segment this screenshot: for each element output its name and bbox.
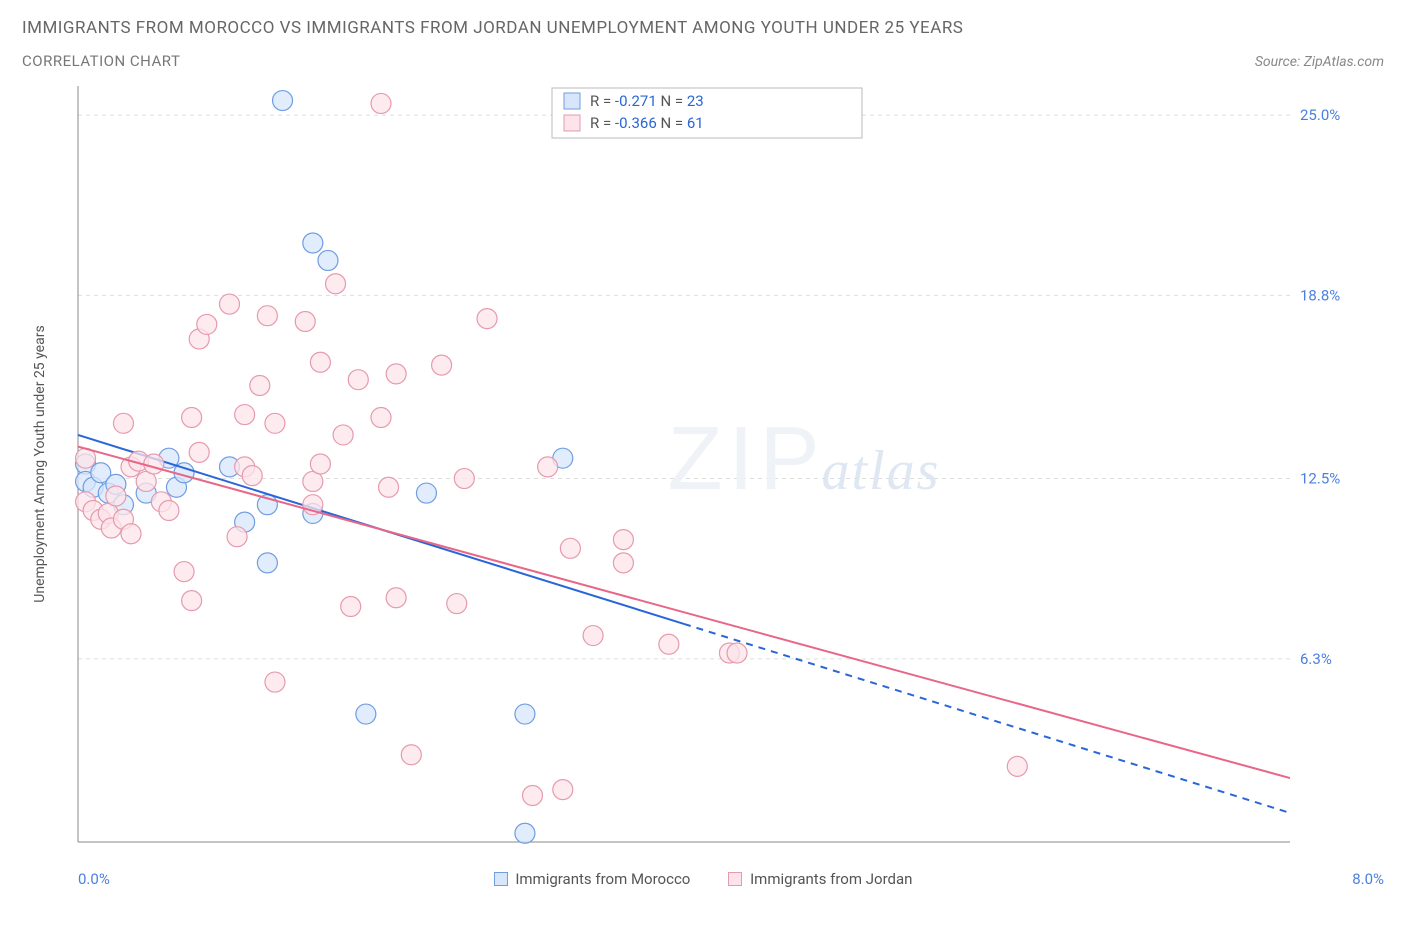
data-point: [235, 405, 255, 425]
data-point: [265, 672, 285, 692]
data-point: [174, 562, 194, 582]
data-point: [189, 442, 209, 462]
data-point: [144, 454, 164, 474]
x-axis-min-label: 0.0%: [78, 870, 110, 888]
data-point: [371, 93, 391, 113]
data-point: [613, 530, 633, 550]
y-tick-label: 6.3%: [1300, 650, 1332, 668]
data-point: [182, 407, 202, 427]
page-title: IMMIGRANTS FROM MOROCCO VS IMMIGRANTS FR…: [22, 18, 1384, 38]
chart-container: Unemployment Among Youth under 25 years 6…: [22, 76, 1384, 866]
x-axis-legend-row: 0.0% Immigrants from Morocco Immigrants …: [22, 870, 1384, 888]
data-point: [273, 91, 293, 111]
x-axis-max-label: 8.0%: [1352, 870, 1384, 888]
data-point: [454, 469, 474, 489]
data-point: [523, 785, 543, 805]
source-attribution: Source: ZipAtlas.com: [1255, 54, 1384, 70]
data-point: [250, 375, 270, 395]
data-point: [583, 626, 603, 646]
data-point: [386, 588, 406, 608]
stats-row: R = -0.366 N = 61: [590, 114, 704, 132]
data-point: [333, 425, 353, 445]
data-point: [310, 454, 330, 474]
data-point: [613, 553, 633, 573]
legend-swatch-1: [494, 872, 508, 886]
data-point: [265, 413, 285, 433]
data-point: [416, 483, 436, 503]
data-point: [538, 457, 558, 477]
data-point: [295, 312, 315, 332]
watermark: ZIPatlas: [668, 409, 941, 509]
trend-line-extrapolated: [684, 624, 1290, 813]
data-point: [121, 524, 141, 544]
stats-row: R = -0.271 N = 23: [590, 92, 704, 110]
data-point: [401, 745, 421, 765]
data-point: [310, 352, 330, 372]
data-point: [106, 486, 126, 506]
data-point: [159, 501, 179, 521]
data-point: [227, 527, 247, 547]
data-point: [242, 466, 262, 486]
stats-swatch: [564, 115, 580, 131]
y-tick-label: 25.0%: [1300, 106, 1340, 124]
data-point: [257, 306, 277, 326]
legend-label-2: Immigrants from Jordan: [750, 870, 912, 888]
data-point: [341, 596, 361, 616]
legend-label-1: Immigrants from Morocco: [515, 870, 690, 888]
data-point: [515, 704, 535, 724]
data-point: [432, 355, 452, 375]
y-axis-label: Unemployment Among Youth under 25 years: [32, 325, 48, 602]
correlation-scatter-chart: Unemployment Among Youth under 25 years 6…: [22, 76, 1352, 866]
legend-item-series-1: Immigrants from Morocco: [494, 870, 691, 888]
data-point: [303, 233, 323, 253]
data-point: [477, 309, 497, 329]
data-point: [182, 591, 202, 611]
data-point: [515, 823, 535, 843]
data-point: [1007, 756, 1027, 776]
data-point: [371, 407, 391, 427]
data-point: [447, 594, 467, 614]
legend-swatch-2: [728, 872, 742, 886]
chart-subtitle: CORRELATION CHART: [22, 52, 180, 70]
data-point: [113, 413, 133, 433]
data-point: [386, 364, 406, 384]
data-point: [553, 780, 573, 800]
subhead-row: CORRELATION CHART Source: ZipAtlas.com: [22, 52, 1384, 70]
data-point: [318, 250, 338, 270]
data-point: [348, 370, 368, 390]
data-point: [560, 538, 580, 558]
stats-swatch: [564, 93, 580, 109]
y-tick-label: 12.5%: [1300, 470, 1340, 488]
data-point: [257, 553, 277, 573]
data-point: [659, 634, 679, 654]
data-point: [197, 314, 217, 334]
data-point: [379, 477, 399, 497]
data-point: [727, 643, 747, 663]
data-point: [220, 294, 240, 314]
y-tick-label: 18.8%: [1300, 286, 1340, 304]
data-point: [356, 704, 376, 724]
data-point: [326, 274, 346, 294]
legend-item-series-2: Immigrants from Jordan: [728, 870, 912, 888]
